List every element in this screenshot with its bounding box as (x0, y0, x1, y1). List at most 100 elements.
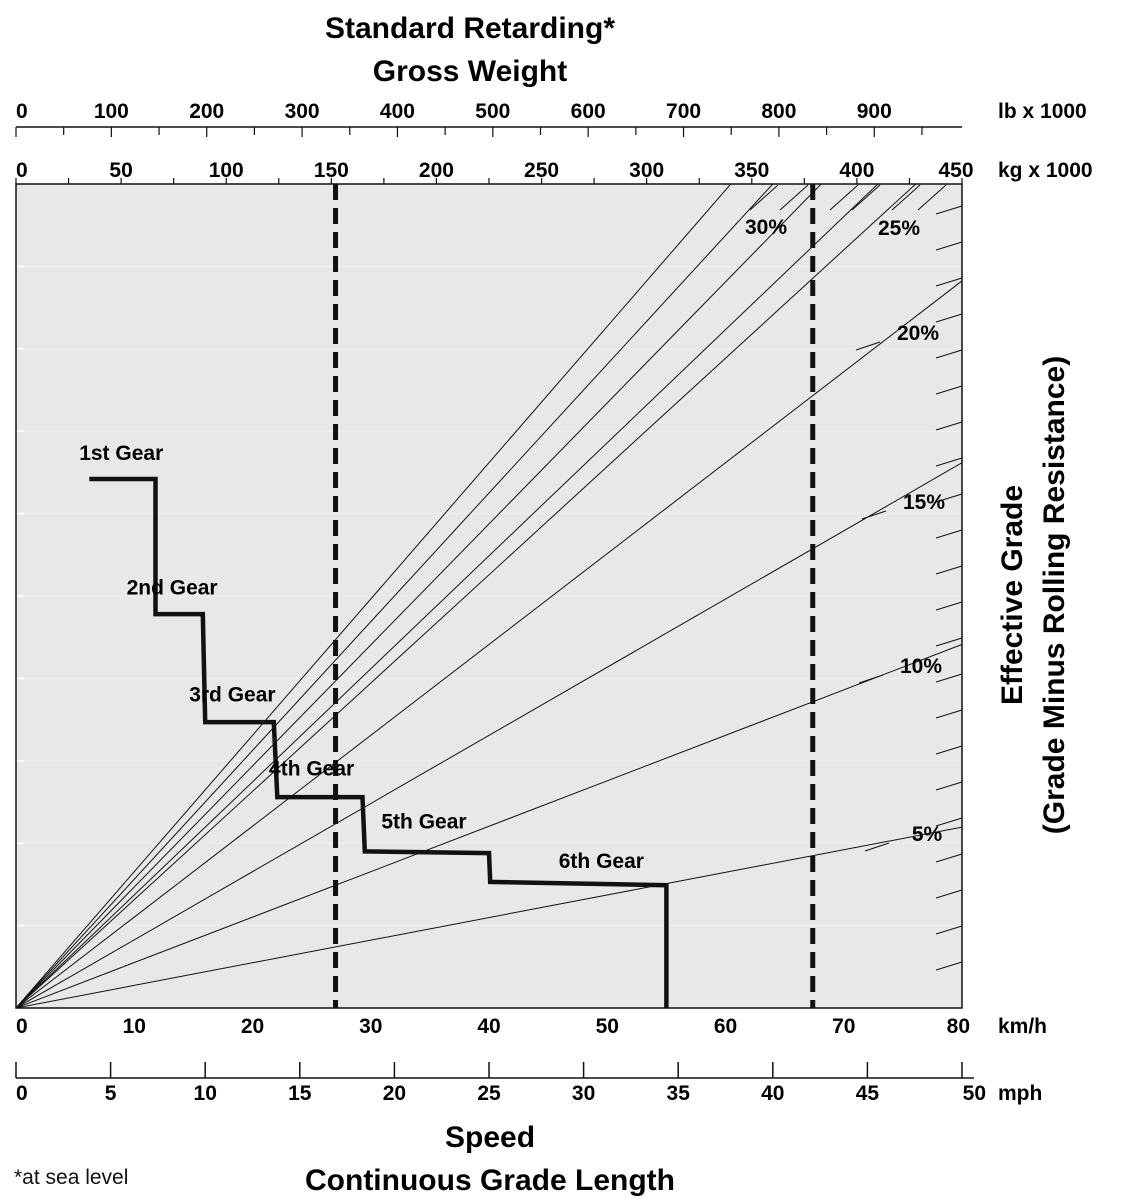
kg-tick-label: 450 (938, 159, 973, 182)
grade-leader-tick (935, 889, 963, 899)
grade-line (16, 280, 962, 1008)
grade-leader-tick (935, 745, 963, 755)
kmh-tick-label: 30 (359, 1015, 382, 1038)
kg-tick-label: 200 (419, 159, 454, 182)
grade-label-leader (858, 674, 884, 684)
mph-axis-unit: mph (998, 1082, 1042, 1105)
grade-label: 30% (745, 216, 787, 239)
grade-label-leader (855, 341, 881, 351)
grade-label: 20% (897, 322, 939, 345)
chart-title: Standard Retarding* (325, 12, 615, 45)
lb-tick-label: 700 (666, 100, 701, 123)
grade-leader-tick (935, 457, 963, 467)
bottom-axis-title: Speed (445, 1121, 535, 1154)
kmh-tick-label: 60 (714, 1015, 737, 1038)
kg-axis-unit: kg x 1000 (998, 159, 1093, 182)
gear-label: 6th Gear (559, 850, 644, 873)
gear-label: 5th Gear (381, 810, 466, 833)
footnote: *at sea level (14, 1166, 129, 1189)
right-axis-subtitle: (Grade Minus Rolling Resistance) (1038, 356, 1071, 834)
grade-leader-tick (935, 637, 963, 647)
mph-tick-label: 25 (477, 1082, 501, 1105)
grade-line (16, 184, 732, 1008)
mph-tick-label: 30 (572, 1082, 595, 1105)
mph-tick-label: 10 (194, 1082, 217, 1105)
mph-tick-label: 20 (383, 1082, 406, 1105)
labels: Standard Retarding* Gross Weight Speed C… (305, 12, 1093, 1197)
lb-tick-label: 0 (16, 100, 28, 123)
lb-tick-label: 100 (94, 100, 129, 123)
kg-tick-label: 150 (314, 159, 349, 182)
kg-tick-label: 250 (524, 159, 559, 182)
lb-tick-label: 900 (857, 100, 892, 123)
lb-axis-unit: lb x 1000 (998, 100, 1087, 123)
grade-line (16, 184, 879, 1008)
kg-tick-label: 100 (209, 159, 244, 182)
grade-leader-tick (935, 601, 963, 611)
kmh-tick-label: 0 (16, 1015, 28, 1038)
grade-leader-tick (935, 385, 963, 395)
grade-corner-tick (749, 184, 779, 211)
bottom-axis-subtitle: Continuous Grade Length (305, 1164, 675, 1197)
grade-line (16, 643, 962, 1008)
grade-line (16, 184, 822, 1008)
kg-tick-label: 300 (629, 159, 664, 182)
grade-leader-tick (935, 961, 963, 971)
top-axis-title: Gross Weight (373, 55, 567, 88)
gear-label: 3rd Gear (189, 683, 275, 706)
grade-line (16, 462, 962, 1008)
grade-leader-tick (935, 493, 963, 503)
lb-tick-label: 800 (761, 100, 796, 123)
lb-tick-label: 200 (189, 100, 224, 123)
mph-tick-label: 50 (963, 1082, 986, 1105)
grade-line (16, 184, 917, 1008)
grade-leader-tick (935, 313, 963, 323)
grade-leader-tick (935, 349, 963, 359)
kg-tick-label: 350 (734, 159, 769, 182)
kmh-tick-label: 70 (832, 1015, 855, 1038)
grade-label: 5% (912, 823, 943, 846)
gear-curve (89, 476, 669, 1008)
gear-label: 1st Gear (79, 442, 163, 465)
grade-label: 10% (900, 655, 942, 678)
grade-corner-tick (851, 184, 881, 211)
kmh-tick-label: 40 (477, 1015, 500, 1038)
grade-leader-tick (935, 205, 963, 215)
mph-tick-label: 15 (288, 1082, 312, 1105)
grade-leader-tick (935, 241, 963, 251)
grade-leader-tick (935, 277, 963, 287)
grade-lines (16, 184, 962, 1008)
grade-leader-tick (935, 925, 963, 935)
mph-tick-label: 35 (667, 1082, 691, 1105)
grade-leader-tick (935, 781, 963, 791)
kmh-tick-label: 10 (123, 1015, 146, 1038)
grade-label-leader (864, 842, 890, 852)
lb-tick-label: 500 (475, 100, 510, 123)
kmh-tick-label: 20 (241, 1015, 264, 1038)
grade-leader-tick (935, 421, 963, 431)
grade-label: 25% (878, 217, 920, 240)
grade-corner-tick (829, 184, 859, 211)
grade-corner-tick (917, 184, 947, 211)
right-axis-title: Effective Grade (996, 485, 1029, 705)
grade-leader-tick (935, 529, 963, 539)
mph-tick-label: 40 (761, 1082, 784, 1105)
kg-tick-label: 50 (109, 159, 132, 182)
grade-leader-tick (935, 709, 963, 719)
grade-leader-tick (935, 853, 963, 863)
mph-tick-label: 0 (16, 1082, 28, 1105)
grade-line (16, 826, 962, 1008)
kg-tick-label: 400 (839, 159, 874, 182)
gear-label: 2nd Gear (127, 576, 218, 599)
lb-tick-label: 300 (285, 100, 320, 123)
grade-line (16, 184, 774, 1008)
lb-tick-label: 600 (571, 100, 606, 123)
kmh-tick-label: 80 (947, 1015, 970, 1038)
lb-tick-label: 400 (380, 100, 415, 123)
kmh-tick-label: 50 (596, 1015, 619, 1038)
gear-label: 4th Gear (269, 758, 354, 781)
grade-leader-tick (935, 565, 963, 575)
plot-area: 5% 10% 15% 20% 25% 30% 1st Gear 2nd Gear 3rd Gea… (15, 183, 963, 1009)
